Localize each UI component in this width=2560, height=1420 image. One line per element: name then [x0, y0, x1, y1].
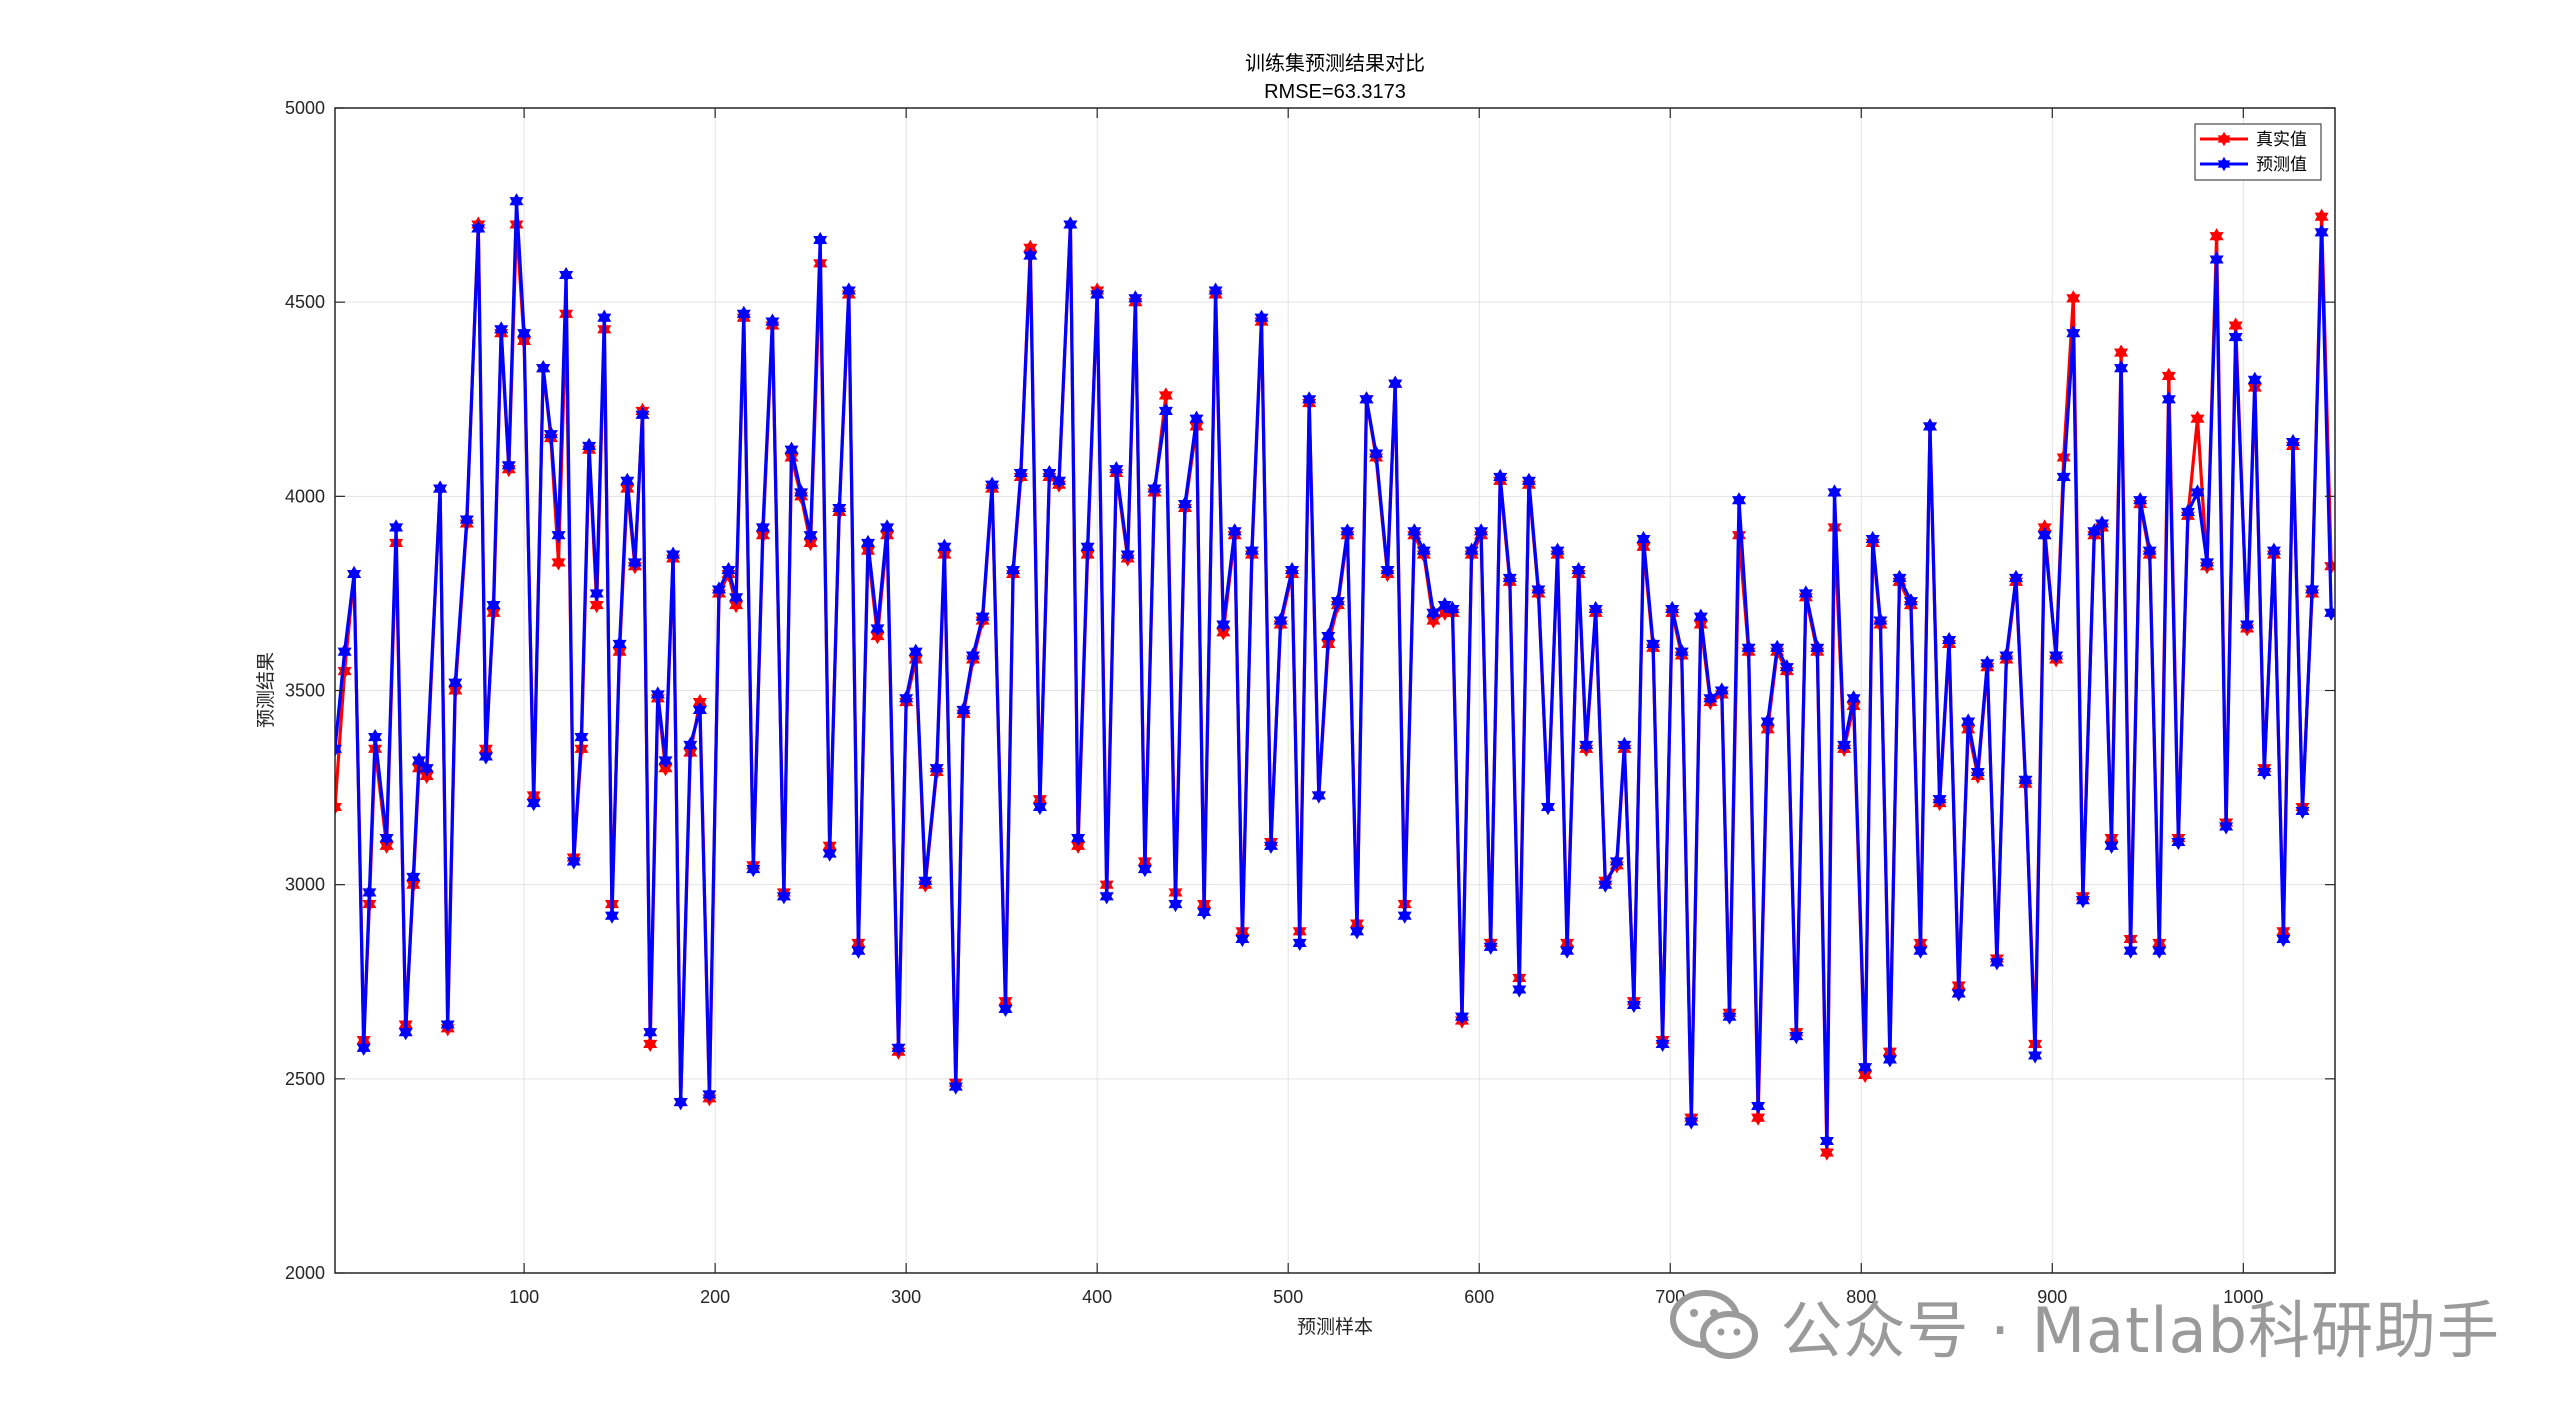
y-tick-label: 5000	[285, 98, 325, 118]
legend: 真实值 预测值	[2194, 123, 2322, 181]
series-line	[335, 199, 2333, 1143]
x-tick-label: 100	[509, 1287, 539, 1307]
x-tick-label: 300	[891, 1287, 921, 1307]
legend-label-pred: 预测值	[2256, 155, 2307, 175]
x-tick-label: 600	[1464, 1287, 1494, 1307]
y-tick-label: 2000	[285, 1263, 325, 1283]
x-tick-label: 500	[1273, 1287, 1303, 1307]
chart-subtitle: RMSE=63.3173	[1264, 81, 1406, 103]
x-tick-label: 900	[2037, 1287, 2067, 1307]
watermark: 公众号 · Matlab科研助手	[1667, 1280, 2501, 1370]
watermark-text: 公众号 · Matlab科研助手	[1780, 1294, 2500, 1367]
x-axis-label: 预测样本	[1297, 1316, 1373, 1338]
y-axis-label: 预测结果	[255, 652, 277, 728]
legend-box	[2194, 123, 2322, 181]
chart-title: 训练集预测结果对比	[1245, 51, 1425, 75]
legend-label-true: 真实值	[2256, 130, 2307, 150]
x-tick-label: 400	[1082, 1287, 1112, 1307]
series-layer	[335, 193, 2335, 1161]
y-tick-label: 2500	[285, 1069, 325, 1089]
y-tick-label: 4000	[285, 486, 325, 506]
y-tick-label: 4500	[285, 292, 325, 312]
x-tick-label: 1000	[2223, 1287, 2263, 1307]
y-axis: 2000 2500 3000 3500 4000 4500 5000	[285, 98, 2335, 1283]
series-pred	[335, 193, 2335, 1149]
x-axis: 100 200 300 400 500 600 700 800 900 1000	[509, 108, 2263, 1307]
y-tick-label: 3000	[285, 875, 325, 895]
x-tick-label: 200	[700, 1287, 730, 1307]
wechat-icon	[1669, 1290, 1758, 1359]
x-tick-label: 800	[1846, 1287, 1876, 1307]
y-tick-label: 3500	[285, 681, 325, 701]
